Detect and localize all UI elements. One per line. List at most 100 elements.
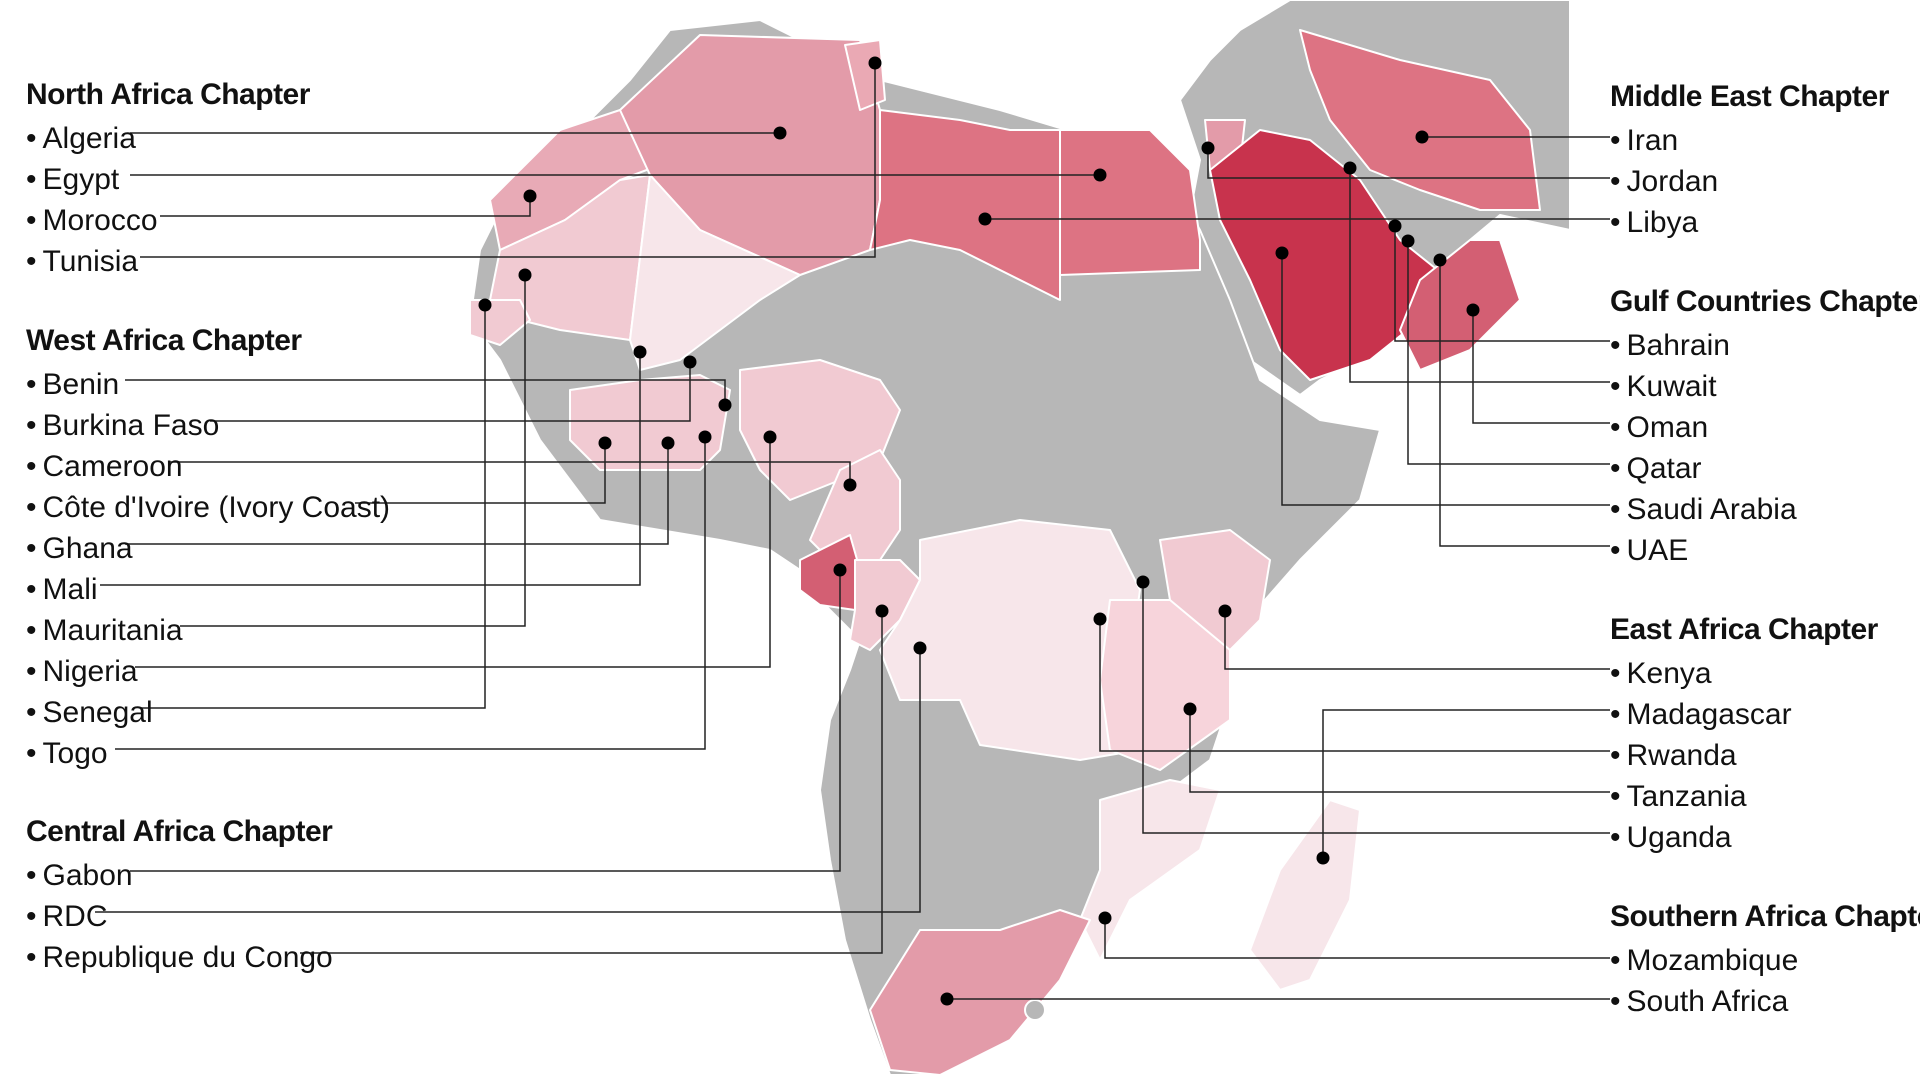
- bullet: •: [1610, 821, 1621, 854]
- leader-lines: [95, 63, 1610, 1000]
- country-item-tanzania: • Tanzania: [1610, 776, 1878, 817]
- location-dot-cameroon: [843, 478, 857, 492]
- location-dot-kuwait: [1343, 161, 1357, 175]
- leader-line-oman: [1472, 310, 1610, 424]
- location-dot-mauritania: [518, 268, 532, 282]
- country-item-tunisia: • Tunisia: [26, 241, 310, 282]
- leader-line-saudi: [1281, 253, 1610, 506]
- congo-region: [849, 559, 921, 651]
- leader-line-tanzania: [1189, 709, 1610, 793]
- location-dot-kenya: [1218, 604, 1232, 618]
- island: [1024, 999, 1046, 1021]
- location-dot-benin: [718, 398, 732, 412]
- central-africa-chapter: Central Africa Chapter • Gabon • RDC • Repu…: [26, 815, 333, 978]
- tanzania-region: [1099, 599, 1231, 771]
- bullet: •: [26, 122, 37, 155]
- location-dot-congo: [875, 604, 889, 618]
- location-dot-egypt: [1093, 168, 1107, 182]
- west-africa-chapter: West Africa Chapter • Benin • Burkina Faso…: [26, 324, 390, 774]
- leader-line-congo: [300, 611, 883, 954]
- country-item-rwanda: • Rwanda: [1610, 735, 1878, 776]
- bullet: •: [26, 409, 37, 442]
- bullet: •: [26, 573, 37, 606]
- leader-line-morocco: [160, 196, 531, 217]
- north-africa-title: North Africa Chapter: [26, 78, 310, 111]
- location-dot-nigeria: [763, 430, 777, 444]
- bullet: •: [26, 245, 37, 278]
- country-label: Côte d'Ivoire (Ivory Coast): [42, 491, 391, 524]
- location-dot-senegal: [478, 298, 492, 312]
- middle-east-title: Middle East Chapter: [1610, 80, 1889, 113]
- leader-line-rwanda: [1099, 619, 1610, 752]
- leader-line-benin: [125, 379, 726, 405]
- location-dots: [478, 56, 1480, 1006]
- leader-line-mozambique: [1104, 918, 1610, 959]
- country-label: Kenya: [1626, 657, 1712, 690]
- bullet: •: [26, 696, 37, 729]
- leader-line-uganda: [1142, 582, 1610, 834]
- country-item-jordan: • Jordan: [1610, 161, 1889, 202]
- bullet: •: [26, 532, 37, 565]
- country-label: Tanzania: [1626, 780, 1747, 813]
- bullet: •: [1610, 493, 1621, 526]
- country-label: Ghana: [42, 532, 133, 565]
- bullet: •: [26, 368, 37, 401]
- leader-line-rdc: [95, 648, 921, 913]
- country-label: Gabon: [42, 859, 133, 892]
- bullet: •: [26, 204, 37, 237]
- location-dot-south-africa: [940, 992, 954, 1006]
- country-item-madagascar: • Madagascar: [1610, 694, 1878, 735]
- bullet: •: [1610, 534, 1621, 567]
- gulf-countries-title: Gulf Countries Chapter: [1610, 285, 1920, 318]
- leader-line-qatar: [1407, 241, 1610, 465]
- country-item-iran: • Iran: [1610, 120, 1889, 161]
- bullet: •: [1610, 370, 1621, 403]
- oman-region: [1399, 239, 1521, 371]
- mozambique-region: [1079, 779, 1221, 961]
- leader-line-tunisia: [140, 63, 876, 258]
- bullet: •: [26, 900, 37, 933]
- leader-line-burkina: [210, 362, 691, 422]
- location-dot-libya: [978, 212, 992, 226]
- country-label: Mauritania: [42, 614, 183, 647]
- country-label: RDC: [42, 900, 108, 933]
- country-label: Tunisia: [42, 245, 139, 278]
- location-dot-tunisia: [868, 56, 882, 70]
- location-dot-morocco: [523, 189, 537, 203]
- east-africa-title: East Africa Chapter: [1610, 613, 1878, 646]
- leader-line-nigeria: [135, 437, 771, 668]
- location-dot-oman: [1466, 303, 1480, 317]
- mali-region: [629, 174, 801, 371]
- country-label: Uganda: [1626, 821, 1732, 854]
- country-item-togo: • Togo: [26, 733, 390, 774]
- country-item-uganda: • Uganda: [1610, 817, 1878, 858]
- country-label: Madagascar: [1626, 698, 1792, 731]
- country-item-cote-divoire: • Côte d'Ivoire (Ivory Coast): [26, 487, 390, 528]
- bullet: •: [1610, 698, 1621, 731]
- location-dot-qatar: [1401, 234, 1415, 248]
- country-item-rdc: • RDC: [26, 896, 333, 937]
- leader-line-togo: [115, 437, 706, 750]
- bullet: •: [1610, 985, 1621, 1018]
- bullet: •: [26, 941, 37, 974]
- country-label: Saudi Arabia: [1626, 493, 1797, 526]
- west-africa-coast-region: [569, 374, 731, 471]
- bullet: •: [1610, 165, 1621, 198]
- country-label: UAE: [1626, 534, 1689, 567]
- country-item-qatar: • Qatar: [1610, 448, 1920, 489]
- gulf-countries-chapter: Gulf Countries Chapter • Bahrain • Kuwait …: [1610, 285, 1920, 571]
- country-label: Cameroon: [42, 450, 183, 483]
- country-item-egypt: • Egypt: [26, 159, 310, 200]
- bullet: •: [1610, 780, 1621, 813]
- location-dot-uganda: [1136, 575, 1150, 589]
- location-dot-jordan: [1201, 141, 1215, 155]
- bullet: •: [26, 737, 37, 770]
- country-item-mauritania: • Mauritania: [26, 610, 390, 651]
- bullet: •: [26, 491, 37, 524]
- bullet: •: [26, 859, 37, 892]
- country-label: South Africa: [1626, 985, 1789, 1018]
- bullet: •: [1610, 206, 1621, 239]
- bullet: •: [26, 655, 37, 688]
- country-item-south-africa: • South Africa: [1610, 981, 1920, 1022]
- leader-line-mali: [100, 352, 641, 586]
